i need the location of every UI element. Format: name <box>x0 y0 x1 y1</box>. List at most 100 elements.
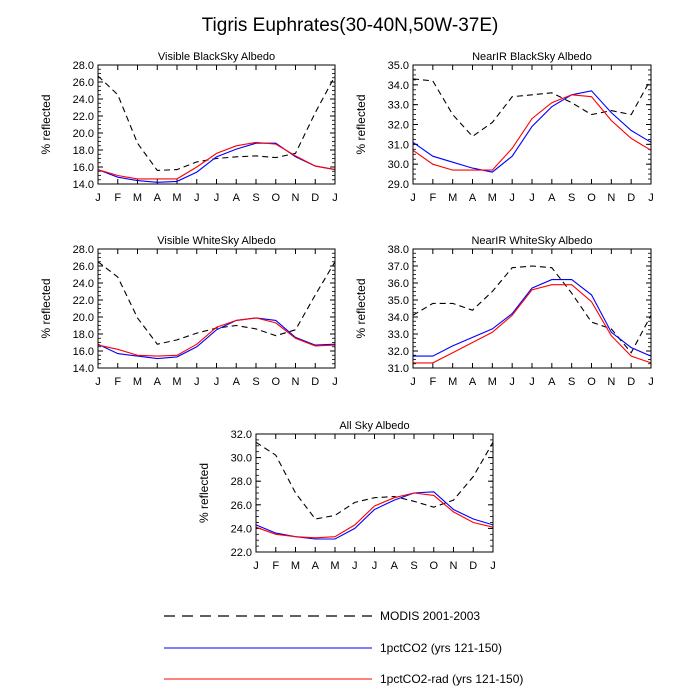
x-tick-label: D <box>469 560 477 572</box>
x-tick-label: J <box>410 192 416 204</box>
x-tick-label: S <box>568 376 575 388</box>
series-line-modis <box>412 265 652 354</box>
plot-frame <box>255 433 494 553</box>
panel-5: All Sky Albedo % reflected 22.0 24.0 26.0 28.… <box>197 420 496 572</box>
y-tick-label: 14.0 <box>73 179 94 191</box>
y-tick-label: 35.0 <box>388 60 409 72</box>
x-tick-label: A <box>154 376 162 388</box>
x-tick-label: N <box>607 192 615 204</box>
panels: Visible BlackSky Albedo % reflected 14.0 16… <box>39 51 654 572</box>
x-tick-label: J <box>194 192 200 204</box>
x-tick-label: A <box>548 192 556 204</box>
x-tick-label: M <box>488 376 497 388</box>
x-tick-label: A <box>548 376 556 388</box>
x-tick-label: M <box>291 560 300 572</box>
x-tick-label: J <box>410 376 416 388</box>
x-tick-label: A <box>233 192 241 204</box>
y-tick-label: 22.0 <box>231 547 252 559</box>
legend-label-modis: MODIS 2001-2003 <box>380 609 480 623</box>
y-tick-label: 26.0 <box>73 261 94 273</box>
series-line-1pctco2-rad <box>412 94 652 171</box>
x-tick-label: N <box>450 560 458 572</box>
x-tick-label: J <box>509 376 515 388</box>
x-tick-label: J <box>648 192 654 204</box>
y-tick-label: 20.0 <box>73 128 94 140</box>
legend-label-1pctco2-rad: 1pctCO2-rad (yrs 121-150) <box>380 672 523 686</box>
y-axis-label: % reflected <box>354 94 368 154</box>
series-line-1pctco2-rad <box>413 284 652 364</box>
x-tick-label: F <box>114 192 121 204</box>
x-tick-label: D <box>627 192 635 204</box>
x-tick-label: S <box>568 192 575 204</box>
y-tick-label: 24.0 <box>73 278 94 290</box>
plot-frame <box>412 248 652 369</box>
series-line-modis <box>97 75 336 171</box>
x-tick-label: J <box>214 376 220 388</box>
series-line-modis <box>255 441 494 520</box>
x-tick-label: J <box>95 192 101 204</box>
panel-3: Visible WhiteSky Albedo % reflected 14.0 16… <box>39 235 338 388</box>
series-line-1pctco2 <box>412 90 652 173</box>
x-tick-label: F <box>114 376 121 388</box>
y-tick-label: 16.0 <box>73 346 94 358</box>
y-tick-label: 30.0 <box>231 453 252 465</box>
x-tick-label: J <box>95 376 101 388</box>
y-tick-label: 24.0 <box>73 94 94 106</box>
x-tick-label: N <box>292 376 300 388</box>
y-tick-label: 26.0 <box>73 77 94 89</box>
x-tick-label: M <box>172 376 181 388</box>
series-line-1pctco2 <box>413 279 652 357</box>
panel-title: NearIR BlackSky Albedo <box>472 51 592 63</box>
panel-title: All Sky Albedo <box>339 420 409 432</box>
x-tick-label: M <box>448 192 457 204</box>
y-tick-label: 28.0 <box>73 244 94 256</box>
y-tick-label: 38.0 <box>388 244 409 256</box>
panel-2: NearIR BlackSky Albedo % reflected 29.0 30.… <box>354 51 654 204</box>
legend-label-1pctco2: 1pctCO2 (yrs 121-150) <box>380 641 502 655</box>
x-tick-label: J <box>332 376 338 388</box>
panel-4: NearIR WhiteSky Albedo % reflected 31.0 32.… <box>354 235 654 388</box>
x-tick-label: M <box>133 192 142 204</box>
y-tick-label: 20.0 <box>73 312 94 324</box>
plot-frame <box>97 248 336 369</box>
series-line-1pctco2-rad <box>255 492 494 539</box>
x-tick-label: O <box>271 376 280 388</box>
x-tick-label: N <box>292 192 300 204</box>
y-tick-label: 22.0 <box>73 295 94 307</box>
x-tick-label: M <box>330 560 339 572</box>
x-tick-label: D <box>311 192 319 204</box>
x-tick-label: J <box>529 192 535 204</box>
series-line-1pctco2 <box>97 142 336 183</box>
y-tick-label: 29.0 <box>388 179 409 191</box>
x-tick-label: M <box>172 192 181 204</box>
y-tick-label: 36.0 <box>388 278 409 290</box>
x-tick-label: M <box>488 192 497 204</box>
x-tick-label: A <box>233 376 241 388</box>
x-tick-label: O <box>271 192 280 204</box>
x-tick-label: O <box>587 376 596 388</box>
y-tick-label: 18.0 <box>73 329 94 341</box>
y-tick-label: 31.0 <box>388 139 409 151</box>
y-axis-label: % reflected <box>39 278 53 338</box>
y-tick-label: 26.0 <box>231 500 252 512</box>
plot-frame <box>412 64 652 185</box>
y-tick-label: 33.0 <box>388 329 409 341</box>
y-tick-label: 32.0 <box>388 346 409 358</box>
x-tick-label: J <box>214 192 220 204</box>
x-tick-label: J <box>372 560 378 572</box>
y-tick-label: 37.0 <box>388 261 409 273</box>
y-tick-label: 24.0 <box>231 523 252 535</box>
y-tick-label: 31.0 <box>388 363 409 375</box>
y-tick-label: 16.0 <box>73 162 94 174</box>
y-tick-label: 28.0 <box>231 476 252 488</box>
x-tick-label: N <box>607 376 615 388</box>
y-axis-label: % reflected <box>39 94 53 154</box>
figure-title: Tigris Euphrates(30-40N,50W-37E) <box>202 15 499 36</box>
y-tick-label: 28.0 <box>73 60 94 72</box>
x-tick-label: J <box>529 376 535 388</box>
x-tick-label: D <box>627 376 635 388</box>
series-line-1pctco2 <box>255 491 494 540</box>
y-tick-label: 22.0 <box>73 111 94 123</box>
y-tick-label: 34.0 <box>388 80 409 92</box>
y-tick-label: 35.0 <box>388 295 409 307</box>
